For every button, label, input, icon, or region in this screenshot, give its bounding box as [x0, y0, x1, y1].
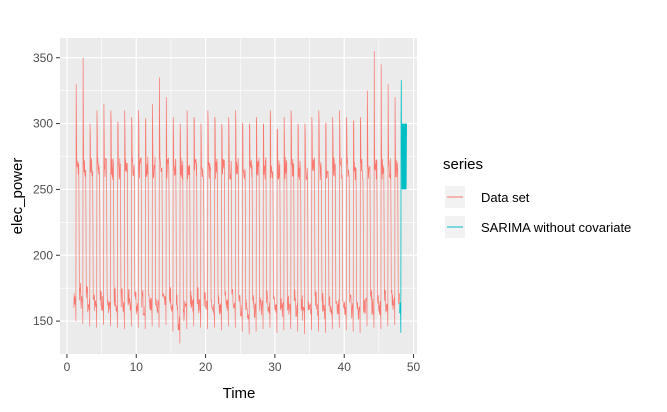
legend-item-data-set: Data set [445, 186, 530, 208]
legend-label-data-set: Data set [481, 190, 530, 205]
legend-title: series [443, 156, 483, 173]
x-axis: 0 10 20 30 40 50 [64, 354, 421, 374]
y-tick-label: 350 [33, 51, 53, 65]
legend-label-sarima: SARIMA without covariate [481, 220, 631, 235]
x-tick-label: 20 [199, 360, 213, 374]
y-tick-label: 200 [33, 248, 53, 262]
y-tick-label: 250 [33, 182, 53, 196]
y-tick-label: 300 [33, 117, 53, 131]
legend-item-sarima: SARIMA without covariate [445, 216, 631, 238]
y-axis: 150 200 250 300 350 [33, 51, 60, 328]
x-tick-label: 40 [338, 360, 352, 374]
x-axis-title: Time [223, 385, 256, 402]
series-line-sarima [399, 80, 407, 333]
y-axis-title: elec_power [9, 158, 26, 235]
legend: series Data set SARIMA without covariate [443, 156, 631, 238]
x-tick-label: 30 [268, 360, 282, 374]
series-layer [73, 51, 407, 344]
series-line-data-set [73, 51, 401, 344]
x-tick-label: 10 [130, 360, 144, 374]
x-tick-label: 0 [64, 360, 71, 374]
y-tick-label: 150 [33, 314, 53, 328]
x-tick-label: 50 [407, 360, 421, 374]
